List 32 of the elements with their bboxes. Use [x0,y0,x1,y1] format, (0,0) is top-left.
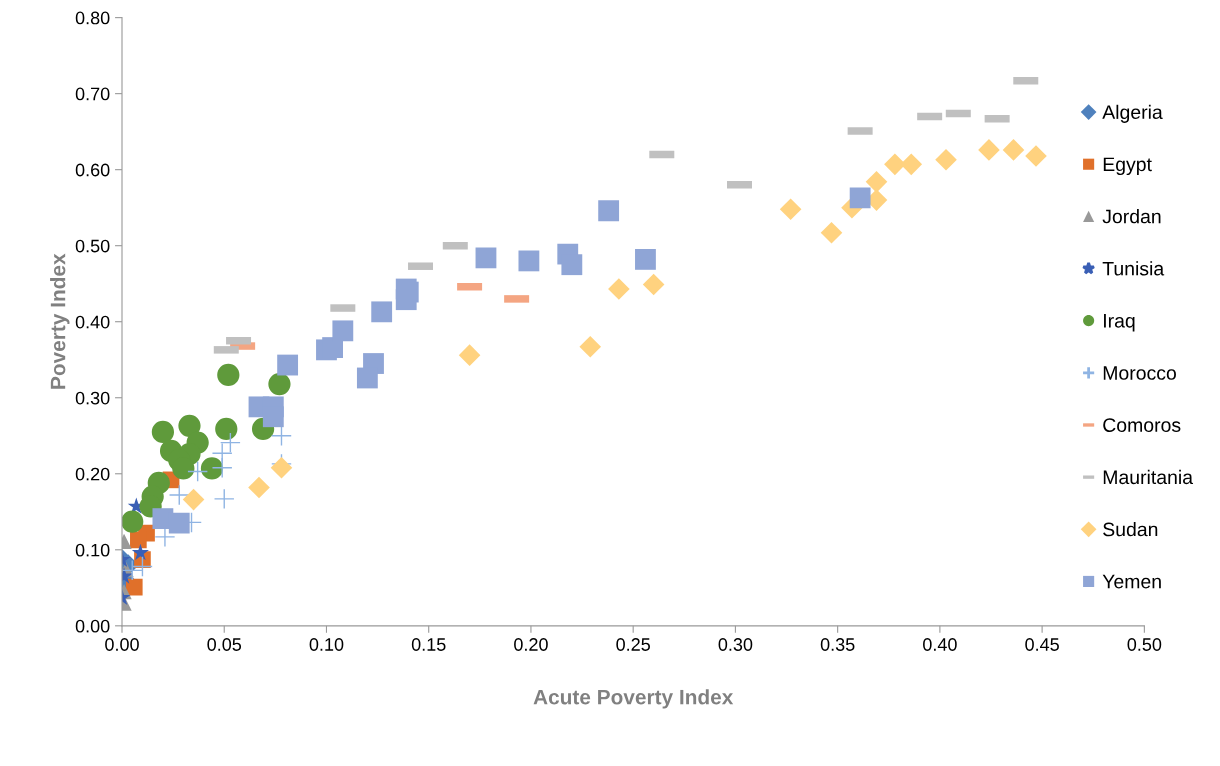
x-tick-label: 0.35 [820,638,855,651]
legend-label: Iraq [1104,314,1135,332]
x-tick-label: 0.20 [514,638,548,651]
x-tick-label: 0.45 [1025,638,1059,651]
x-tick-label: 0.00 [105,638,139,651]
x-tick-label: 0.15 [411,638,446,651]
x-tick-label: 0.05 [207,638,242,651]
legend-label: Jordan [1102,209,1161,224]
legend-label: Mauritania [1103,469,1194,485]
y-tick-label: 0.00 [75,619,110,633]
y-tick-label: 0.80 [75,11,110,25]
legend-label: Yemen [1102,574,1161,589]
legend-label: Comoros [1103,418,1181,432]
x-tick-label: 0.30 [718,638,753,651]
legend-label: Egypt [1103,157,1152,176]
x-tick-label: 0.10 [309,638,344,651]
y-axis-title: Poverty Index [50,253,70,389]
legend-label: Sudan [1103,522,1158,537]
legend-label: Morocco [1103,366,1176,380]
x-axis-title: Acute Poverty Index [533,689,734,709]
x-tick-label: 0.25 [616,638,650,651]
y-tick-label: 0.50 [75,239,110,253]
y-tick-label: 0.40 [75,315,110,329]
y-tick-label: 0.20 [75,467,110,481]
legend-label: Tunisia [1102,261,1165,276]
y-tick-label: 0.60 [75,163,110,177]
y-tick-label: 0.70 [75,87,110,101]
x-tick-label: 0.50 [1127,638,1162,651]
y-tick-label: 0.10 [75,543,110,557]
y-tick-label: 0.30 [75,391,110,405]
legend-label: Algeria [1102,104,1163,123]
x-tick-label: 0.40 [923,638,957,651]
